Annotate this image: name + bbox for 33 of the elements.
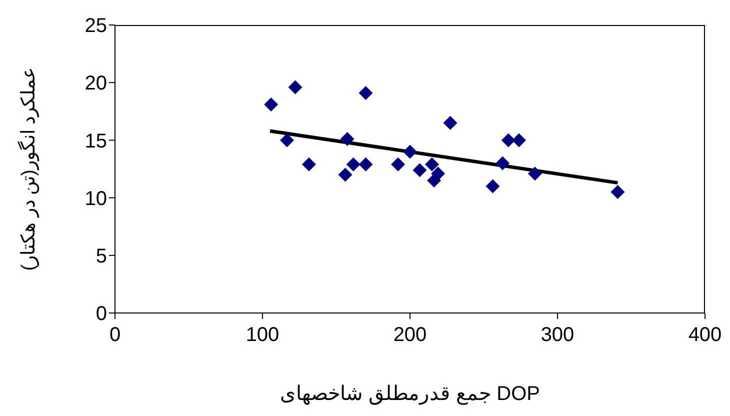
y-tick-label: 15 <box>84 130 107 152</box>
point <box>288 80 302 94</box>
point <box>528 166 542 181</box>
point <box>346 157 360 172</box>
point <box>496 156 510 170</box>
point <box>302 157 316 172</box>
point <box>358 157 373 172</box>
point <box>403 144 417 159</box>
point <box>501 133 516 148</box>
y-tick-label: 10 <box>84 188 107 210</box>
y-axis-title: عملکرد انگور(تن در هکتار) <box>16 67 40 271</box>
point <box>340 132 354 146</box>
x-tick-label: 300 <box>540 324 574 346</box>
point <box>391 157 406 172</box>
x-axis-title: جمع قدرمطلق شاخصهای DOP <box>280 383 540 405</box>
point <box>486 179 500 194</box>
x-tick-label: 200 <box>393 324 427 346</box>
y-tick-label: 0 <box>96 303 107 326</box>
y-tick-label: 20 <box>84 72 107 95</box>
point <box>358 86 373 100</box>
y-tick-label: 25 <box>84 15 107 38</box>
point <box>443 116 458 130</box>
point <box>427 174 442 188</box>
point <box>338 168 352 182</box>
point <box>264 97 278 112</box>
x-tick-label: 400 <box>688 324 722 346</box>
y-tick-label: 5 <box>96 246 107 268</box>
point <box>280 133 294 148</box>
x-tick-label: 100 <box>246 324 280 346</box>
point <box>512 133 526 148</box>
point <box>610 185 625 200</box>
point <box>424 157 439 172</box>
point <box>412 163 427 178</box>
